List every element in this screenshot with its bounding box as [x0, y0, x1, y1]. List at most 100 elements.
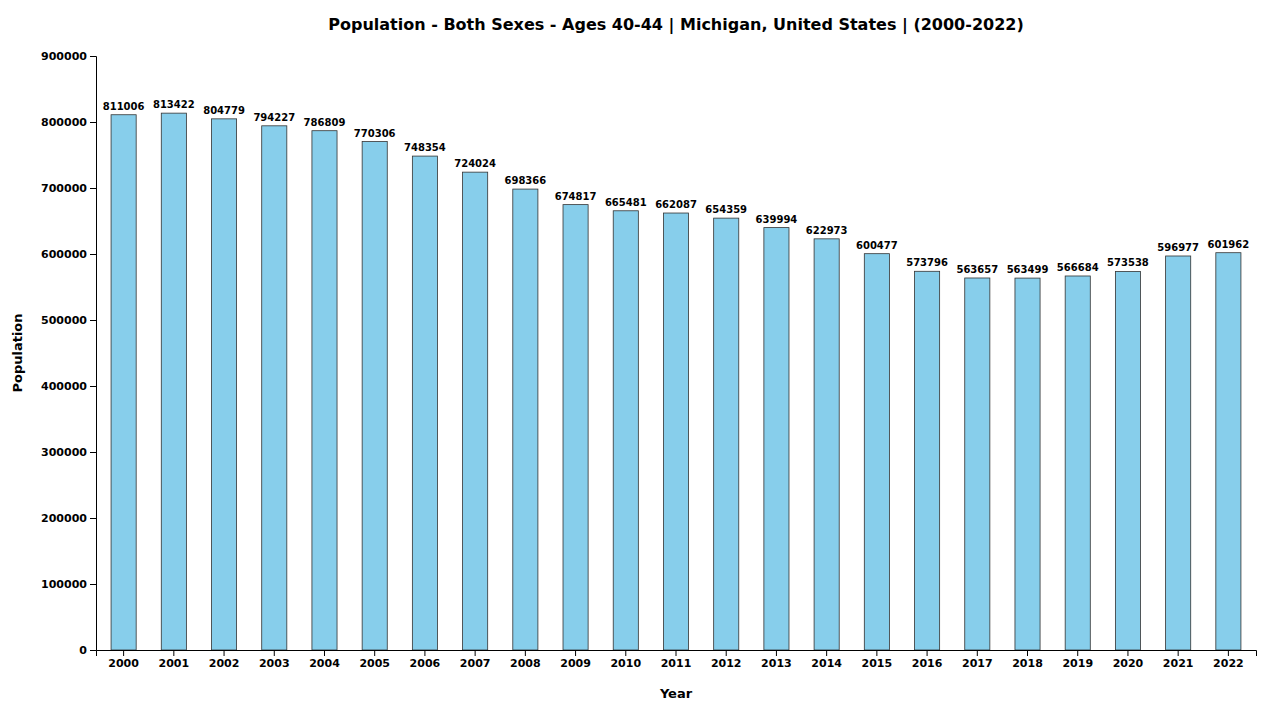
x-tick: 2003 [259, 650, 290, 670]
y-axis-title: Population [10, 313, 25, 392]
y-tick: 600000 [41, 248, 96, 261]
y-tick: 200000 [41, 512, 96, 525]
x-tick-mark [676, 650, 677, 656]
y-tick-mark [90, 122, 96, 123]
x-tick: 2006 [410, 650, 441, 670]
x-tick: 2019 [1062, 650, 1093, 670]
bar [211, 119, 236, 650]
y-tick-mark [90, 188, 96, 189]
bar [563, 205, 588, 650]
bar [312, 131, 337, 650]
data-label: 662087 [655, 199, 697, 210]
data-label: 573796 [906, 257, 948, 268]
x-axis: 2000 2001 2002 2003 2004 2005 2006 2007 2008 2009… [97, 650, 1257, 670]
x-tick: 2013 [761, 650, 792, 670]
y-tick-mark [90, 584, 96, 585]
x-tick-mark [475, 650, 476, 656]
data-label: 566684 [1057, 262, 1099, 273]
y-tick-label: 0 [79, 644, 87, 657]
data-label: 654359 [705, 204, 747, 215]
y-axis-line [90, 57, 97, 651]
bar [1216, 253, 1241, 650]
bar [1015, 278, 1040, 650]
x-tick: 2002 [209, 650, 240, 670]
bar [965, 278, 990, 650]
y-tick-label: 400000 [41, 380, 87, 393]
x-tick-label: 2008 [510, 657, 541, 670]
data-label: 563657 [956, 264, 998, 275]
data-label: 639994 [756, 214, 798, 225]
x-tick: 2014 [811, 650, 842, 670]
bar [1065, 276, 1090, 650]
y-tick: 100000 [41, 578, 96, 591]
x-tick-label: 2021 [1163, 657, 1194, 670]
bar [764, 228, 789, 650]
x-tick-label: 2013 [761, 657, 792, 670]
x-tick-label: 2017 [962, 657, 993, 670]
data-label: 596977 [1157, 242, 1199, 253]
x-tick: 2010 [610, 650, 641, 670]
x-tick: 2007 [460, 650, 491, 670]
y-tick-mark [90, 452, 96, 453]
data-label: 573538 [1107, 257, 1149, 268]
bar [111, 115, 136, 650]
x-tick-mark [1178, 650, 1179, 656]
x-tick-label: 2011 [661, 657, 692, 670]
x-tick: 2008 [510, 650, 541, 670]
y-tick-mark [90, 254, 96, 255]
x-tick: 2009 [560, 650, 591, 670]
data-label: 813422 [153, 99, 195, 110]
x-tick-mark [776, 650, 777, 656]
x-tick-mark [525, 650, 526, 656]
bar [864, 254, 889, 650]
y-tick: 900000 [41, 50, 96, 63]
data-label: 698366 [504, 175, 546, 186]
x-tick: 2001 [159, 650, 190, 670]
data-label: 811006 [103, 101, 145, 112]
x-tick: 2011 [661, 650, 692, 670]
data-label: 601962 [1208, 239, 1250, 250]
y-tick-mark [90, 386, 96, 387]
x-tick-label: 2010 [610, 657, 641, 670]
x-tick-mark [977, 650, 978, 656]
y-tick-mark [90, 650, 96, 651]
bar [814, 239, 839, 650]
bar [663, 213, 688, 650]
data-label: 674817 [555, 191, 597, 202]
x-tick-label: 2014 [811, 657, 842, 670]
y-tick: 0 [79, 644, 96, 657]
data-label: 804779 [203, 105, 245, 116]
x-tick-label: 2000 [108, 657, 139, 670]
y-axis: 0100000200000300000400000500000600000700… [41, 50, 96, 657]
x-tick: 2017 [962, 650, 993, 670]
x-tick: 2016 [912, 650, 943, 670]
x-tick-label: 2004 [309, 657, 340, 670]
x-tick-label: 2018 [1012, 657, 1043, 670]
x-tick-mark [123, 650, 124, 656]
bar [513, 189, 538, 650]
plot: 8110068134228047797942277868097703067483… [41, 50, 1256, 670]
data-label: 786809 [304, 117, 346, 128]
x-tick-label: 2022 [1213, 657, 1244, 670]
y-tick-label: 600000 [41, 248, 87, 261]
y-tick-label: 300000 [41, 446, 87, 459]
x-tick-label: 2020 [1113, 657, 1144, 670]
x-tick-label: 2019 [1062, 657, 1093, 670]
x-tick-mark [224, 650, 225, 656]
x-tick-label: 2006 [410, 657, 441, 670]
y-tick-mark [90, 56, 96, 57]
x-tick-label: 2012 [711, 657, 742, 670]
x-axis-line [97, 651, 1257, 657]
bar [412, 156, 437, 650]
y-tick: 700000 [41, 182, 96, 195]
y-tick-label: 900000 [41, 50, 87, 63]
chart-svg: 8110068134228047797942277868097703067483… [0, 0, 1280, 720]
x-tick-mark [424, 650, 425, 656]
bar [1115, 271, 1140, 650]
x-tick: 2005 [359, 650, 390, 670]
x-tick-label: 2001 [159, 657, 190, 670]
bar [362, 142, 387, 650]
x-tick-mark [1127, 650, 1128, 656]
y-tick-label: 200000 [41, 512, 87, 525]
bar [463, 172, 488, 650]
